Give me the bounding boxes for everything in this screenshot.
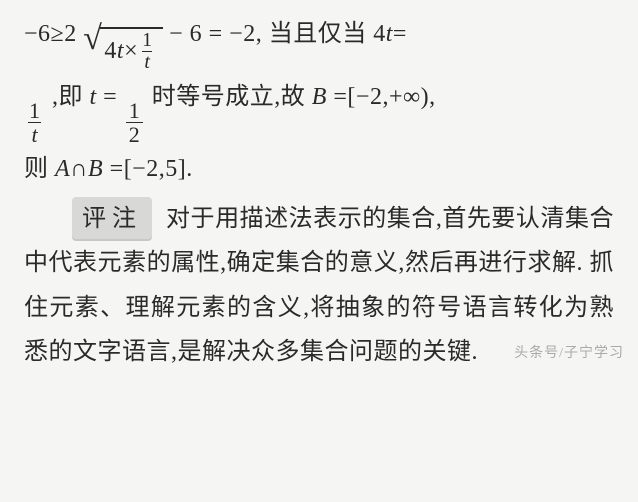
l3-prefix: 则 [24, 156, 55, 182]
page-content: −6≥2 √ 4 t × 1 t − 6 = −2, 当且仅当 4t= 1 t … [0, 0, 638, 375]
sqrt-t: t [117, 29, 124, 73]
iff-text: 当且仅当 4 [269, 21, 386, 47]
half-den: 2 [126, 122, 144, 146]
l2-after-half: 时等号成立,故 [152, 84, 312, 110]
math-line-1: −6≥2 √ 4 t × 1 t − 6 = −2, 当且仅当 4t= [24, 12, 614, 75]
annotation-label: 评注 [72, 197, 152, 241]
set-B-eq: =[−2,+∞), [333, 84, 435, 110]
a-cap-b: A∩B [55, 156, 103, 182]
math-line-3: 则 A∩B =[−2,5]. [24, 147, 614, 191]
frac2-num: 1 [26, 99, 44, 122]
l2-after-frac1: ,即 [52, 84, 90, 110]
watermark: 头条号/子宁学习 [514, 341, 624, 367]
sqrt-frac: 1 t [140, 30, 155, 73]
sqrt-4: 4 [104, 29, 117, 73]
frac-1-over-t: 1 t [26, 99, 44, 146]
sqrt-frac-den: t [142, 51, 152, 73]
l2-eq: = [103, 84, 117, 110]
sqrt-times: × [124, 29, 138, 73]
text-suffix-1: − 6 = −2, [169, 21, 262, 47]
sqrt-frac-num: 1 [140, 30, 155, 51]
text-prefix-1: −6≥2 [24, 21, 77, 47]
sqrt-expr: √ 4 t × 1 t [83, 27, 162, 75]
frac-half: 1 2 [126, 99, 144, 146]
frac2-den: t [28, 122, 41, 146]
math-line-2: 1 t ,即 t = 1 2 时等号成立,故 B =[−2,+∞), [24, 75, 614, 146]
iff-eq: = [393, 21, 407, 47]
sqrt-body: 4 t × 1 t [100, 27, 162, 75]
l3-result: =[−2,5]. [110, 156, 193, 182]
iff-var: t [386, 21, 393, 47]
half-num: 1 [126, 99, 144, 122]
l2-var: t [90, 84, 97, 110]
set-B: B [312, 84, 327, 110]
